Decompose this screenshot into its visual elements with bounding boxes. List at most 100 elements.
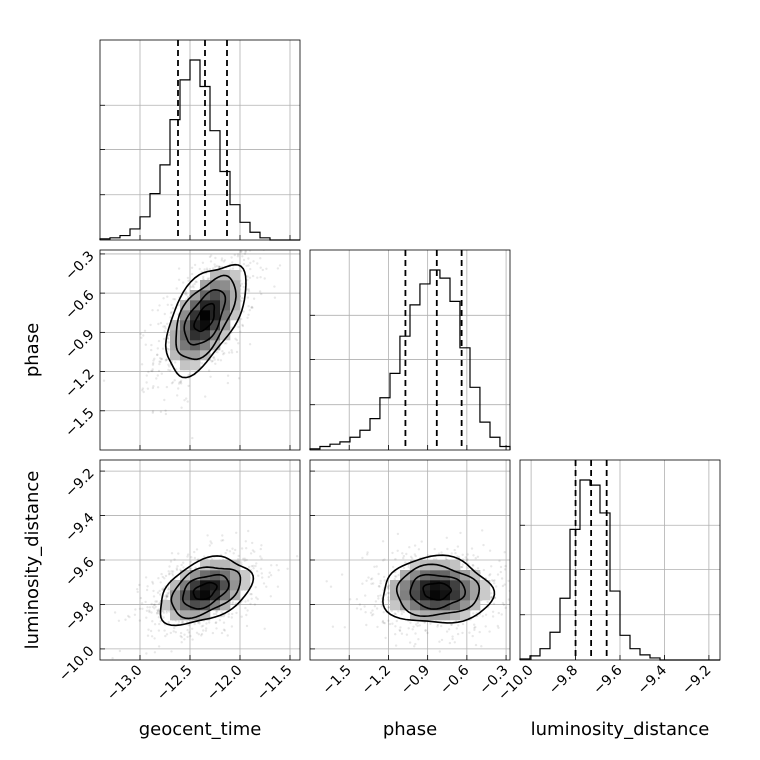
sample-point bbox=[273, 285, 276, 288]
y-tick-label: −0.9 bbox=[62, 327, 97, 362]
sample-point bbox=[152, 385, 155, 388]
density-cell bbox=[180, 300, 191, 311]
sample-point bbox=[466, 553, 469, 556]
sample-point bbox=[153, 603, 156, 606]
sample-point bbox=[148, 606, 152, 609]
density-cell bbox=[420, 610, 431, 621]
sample-point bbox=[240, 317, 243, 321]
sample-point bbox=[226, 634, 229, 637]
sample-point bbox=[177, 620, 181, 623]
sample-point bbox=[269, 574, 273, 577]
sample-point bbox=[222, 353, 225, 356]
sample-point bbox=[186, 553, 190, 556]
sample-point bbox=[211, 359, 214, 363]
sample-point bbox=[405, 552, 408, 556]
sample-point bbox=[177, 304, 181, 307]
sample-point bbox=[492, 579, 495, 583]
sample-point bbox=[265, 585, 268, 588]
sample-point bbox=[218, 619, 222, 622]
contour-level-1 bbox=[193, 302, 216, 333]
sample-point bbox=[151, 309, 154, 312]
density-cell bbox=[210, 590, 221, 601]
sample-point bbox=[240, 300, 243, 303]
sample-point bbox=[379, 579, 382, 583]
sample-point bbox=[166, 322, 169, 325]
sample-point bbox=[136, 588, 139, 591]
sample-point bbox=[187, 373, 190, 377]
sample-point bbox=[247, 290, 251, 293]
sample-point bbox=[194, 280, 197, 283]
sample-point bbox=[195, 548, 199, 551]
sample-point bbox=[245, 187, 247, 189]
axes-frame bbox=[309, 249, 511, 451]
contour-level-4 bbox=[382, 554, 496, 624]
sample-point bbox=[388, 606, 391, 609]
sample-point bbox=[159, 321, 163, 325]
sample-point bbox=[222, 615, 225, 618]
sample-point bbox=[491, 579, 494, 582]
sample-point bbox=[145, 609, 149, 612]
sample-point bbox=[381, 540, 385, 543]
sample-point bbox=[168, 365, 171, 368]
sample-point bbox=[355, 598, 359, 601]
density-cell bbox=[170, 340, 181, 351]
sample-point bbox=[189, 634, 192, 638]
sample-point bbox=[424, 629, 427, 632]
x-tick-label: −11.5 bbox=[254, 662, 296, 704]
sample-point bbox=[500, 577, 504, 580]
sample-point bbox=[248, 276, 252, 279]
sample-point bbox=[504, 564, 507, 568]
sample-point bbox=[205, 627, 208, 630]
sample-point bbox=[457, 624, 460, 627]
sample-point bbox=[246, 275, 249, 278]
sample-point bbox=[259, 276, 262, 279]
sample-point bbox=[158, 362, 161, 366]
sample-point bbox=[167, 593, 170, 596]
sample-point bbox=[210, 558, 214, 561]
sample-point bbox=[150, 635, 154, 638]
sample-point bbox=[159, 360, 162, 364]
sample-point bbox=[183, 633, 186, 636]
sample-point bbox=[259, 547, 262, 551]
density-cell bbox=[480, 590, 491, 601]
sample-point bbox=[250, 565, 253, 568]
sample-point bbox=[370, 582, 373, 585]
sample-point bbox=[374, 600, 378, 603]
density-cell bbox=[220, 280, 231, 291]
sample-point bbox=[255, 233, 257, 235]
density-cell bbox=[210, 320, 221, 331]
sample-point bbox=[261, 268, 264, 272]
sample-point bbox=[517, 578, 519, 580]
density-cell bbox=[190, 290, 201, 301]
density-cell bbox=[220, 310, 231, 321]
sample-point bbox=[380, 605, 384, 608]
density-cell bbox=[200, 590, 211, 601]
sample-point bbox=[159, 357, 162, 360]
sample-point bbox=[511, 605, 513, 607]
sample-point bbox=[251, 306, 254, 309]
sample-point bbox=[165, 595, 168, 598]
sample-point bbox=[215, 621, 218, 624]
sample-point bbox=[147, 370, 150, 374]
sample-point bbox=[156, 353, 159, 356]
sample-point bbox=[156, 347, 159, 350]
sample-point bbox=[139, 332, 142, 336]
density-cell bbox=[210, 310, 221, 321]
sample-point bbox=[158, 608, 161, 611]
density-cell bbox=[410, 600, 421, 611]
sample-point bbox=[201, 277, 205, 280]
sample-point bbox=[407, 627, 410, 630]
sample-point bbox=[162, 297, 165, 300]
sample-point bbox=[177, 278, 181, 281]
sample-point bbox=[461, 622, 465, 626]
density-cell bbox=[450, 590, 461, 601]
sample-point bbox=[455, 627, 458, 630]
sample-point bbox=[377, 597, 380, 600]
sample-point bbox=[471, 634, 474, 638]
y-tick-label: −9.6 bbox=[62, 554, 97, 589]
sample-point bbox=[395, 619, 398, 623]
sample-point bbox=[386, 587, 389, 590]
sample-point bbox=[260, 292, 263, 296]
sample-point bbox=[158, 304, 161, 307]
sample-point bbox=[493, 579, 496, 582]
